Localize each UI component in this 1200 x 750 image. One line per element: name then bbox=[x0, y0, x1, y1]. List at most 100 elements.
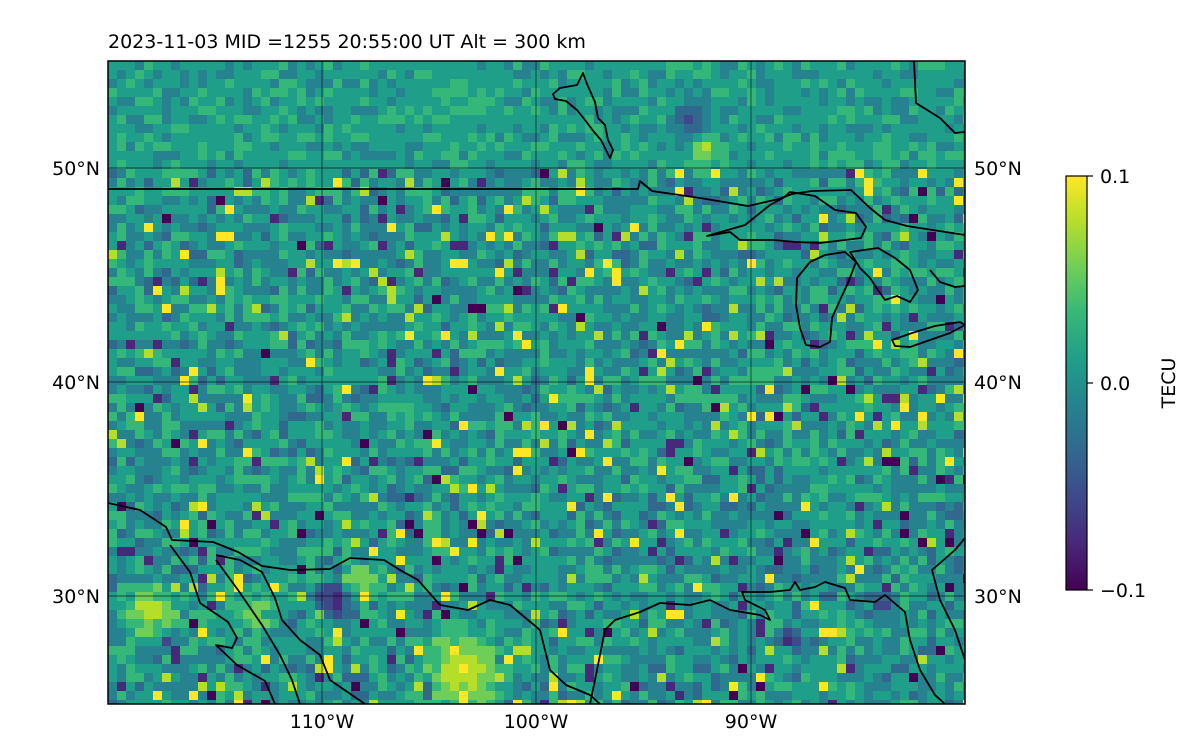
tec-cell bbox=[792, 205, 802, 215]
tec-cell bbox=[468, 160, 478, 170]
tec-cell bbox=[450, 97, 460, 107]
tec-cell bbox=[414, 268, 424, 278]
tec-cell bbox=[351, 79, 361, 89]
tec-cell bbox=[414, 331, 424, 341]
tec-cell bbox=[549, 367, 559, 377]
tec-cell bbox=[549, 277, 559, 287]
tec-cell bbox=[873, 106, 883, 116]
tec-cell bbox=[720, 466, 730, 476]
tec-cell bbox=[477, 151, 487, 161]
tec-cell bbox=[486, 79, 496, 89]
tec-cell bbox=[351, 331, 361, 341]
tec-cell bbox=[900, 421, 910, 431]
tec-cell bbox=[189, 475, 199, 485]
tec-cell bbox=[828, 358, 838, 368]
tec-cell bbox=[675, 178, 685, 188]
tec-cell bbox=[576, 493, 586, 503]
tec-cell bbox=[567, 106, 577, 116]
tec-cell bbox=[693, 214, 703, 224]
tec-cell bbox=[558, 439, 568, 449]
tec-cell bbox=[198, 367, 208, 377]
tec-cell bbox=[477, 115, 487, 125]
tec-cell bbox=[297, 124, 307, 134]
tec-cell bbox=[396, 205, 406, 215]
tec-cell bbox=[585, 151, 595, 161]
tec-cell bbox=[117, 466, 127, 476]
tec-cell bbox=[225, 178, 235, 188]
tec-cell bbox=[135, 61, 145, 71]
tec-cell bbox=[351, 115, 361, 125]
tec-cell bbox=[126, 106, 136, 116]
tec-cell bbox=[648, 142, 658, 152]
tec-cell bbox=[558, 421, 568, 431]
tec-cell bbox=[801, 385, 811, 395]
tec-cell bbox=[702, 502, 712, 512]
tec-cell bbox=[486, 295, 496, 305]
tec-cell bbox=[873, 277, 883, 287]
tec-cell bbox=[324, 286, 334, 296]
tec-cell bbox=[468, 376, 478, 386]
tec-cell bbox=[567, 385, 577, 395]
tec-cell bbox=[954, 376, 964, 386]
tec-cell bbox=[873, 493, 883, 503]
tec-cell bbox=[324, 214, 334, 224]
tec-cell bbox=[198, 259, 208, 269]
tec-cell bbox=[891, 169, 901, 179]
tec-cell bbox=[891, 232, 901, 242]
tec-cell bbox=[567, 97, 577, 107]
tec-cell bbox=[207, 340, 217, 350]
tec-cell bbox=[513, 97, 523, 107]
tec-cell bbox=[513, 187, 523, 197]
tec-cell bbox=[648, 304, 658, 314]
tec-cell bbox=[864, 439, 874, 449]
tec-cell bbox=[900, 70, 910, 80]
tec-cell bbox=[693, 169, 703, 179]
tec-cell bbox=[351, 349, 361, 359]
tec-cell bbox=[918, 61, 928, 71]
tec-cell bbox=[108, 412, 118, 422]
tec-cell bbox=[333, 277, 343, 287]
tec-cell bbox=[828, 385, 838, 395]
tec-cell bbox=[675, 241, 685, 251]
tec-cell bbox=[819, 79, 829, 89]
tec-cell bbox=[243, 115, 253, 125]
tec-cell bbox=[774, 403, 784, 413]
tec-cell bbox=[234, 124, 244, 134]
tec-cell bbox=[846, 277, 856, 287]
tec-cell bbox=[756, 349, 766, 359]
tec-cell bbox=[774, 322, 784, 332]
tec-cell bbox=[522, 340, 532, 350]
tec-cell bbox=[792, 97, 802, 107]
tec-cell bbox=[801, 394, 811, 404]
tec-cell bbox=[495, 133, 505, 143]
tec-cell bbox=[351, 241, 361, 251]
tec-cell bbox=[378, 457, 388, 467]
tec-cell bbox=[198, 223, 208, 233]
tec-cell bbox=[945, 439, 955, 449]
tec-cell bbox=[612, 448, 622, 458]
tec-cell bbox=[864, 385, 874, 395]
tec-cell bbox=[648, 223, 658, 233]
tec-cell bbox=[288, 466, 298, 476]
tec-cell bbox=[711, 268, 721, 278]
tec-cell bbox=[360, 178, 370, 188]
tec-cell bbox=[855, 385, 865, 395]
tec-cell bbox=[792, 511, 802, 521]
tec-cell bbox=[927, 376, 937, 386]
tec-cell bbox=[720, 394, 730, 404]
tec-cell bbox=[756, 475, 766, 485]
tec-cell bbox=[720, 61, 730, 71]
tec-cell bbox=[810, 79, 820, 89]
tec-cell bbox=[774, 277, 784, 287]
tec-cell bbox=[567, 295, 577, 305]
tec-cell bbox=[864, 232, 874, 242]
tec-cell bbox=[828, 493, 838, 503]
tec-cell bbox=[180, 124, 190, 134]
tec-cell bbox=[828, 250, 838, 260]
tec-cell bbox=[720, 457, 730, 467]
tec-cell bbox=[423, 169, 433, 179]
tec-cell bbox=[720, 421, 730, 431]
tec-cell bbox=[261, 124, 271, 134]
tec-cell bbox=[288, 142, 298, 152]
tec-cell bbox=[396, 376, 406, 386]
